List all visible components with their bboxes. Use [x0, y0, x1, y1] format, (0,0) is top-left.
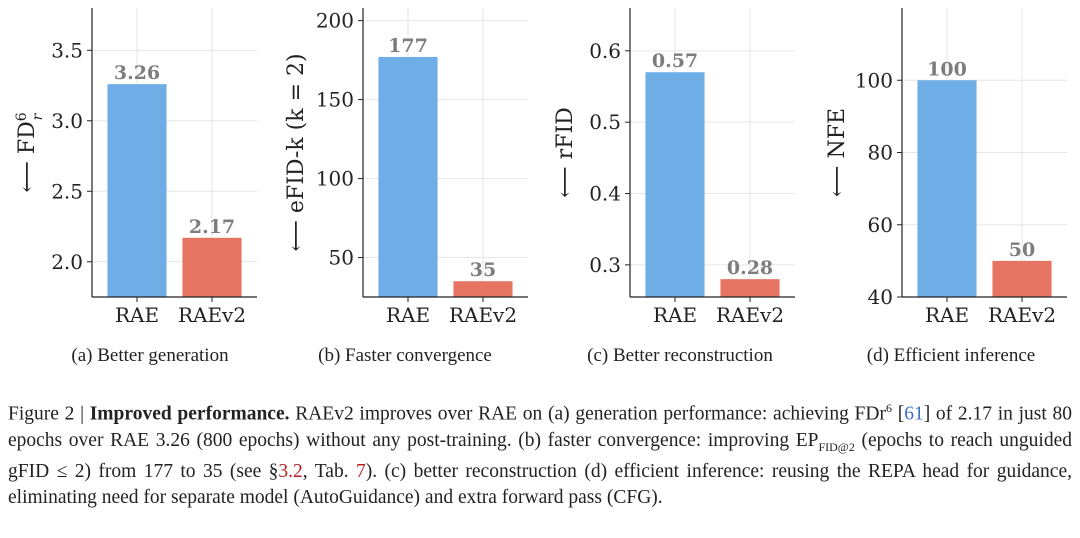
y-tick-label: 100 [855, 68, 893, 92]
data-label: 3.26 [114, 62, 160, 84]
y-axis-label: ⟵ FD6r [14, 112, 46, 192]
y-axis-label: ⟵ rFID [553, 107, 578, 198]
bar-raev2 [720, 279, 780, 297]
data-label: 50 [1009, 239, 1035, 261]
bar-rae [378, 56, 438, 297]
data-label: 177 [388, 35, 428, 57]
table-link[interactable]: 7 [355, 461, 366, 483]
y-tick-label: 80 [868, 141, 893, 165]
data-label: 100 [927, 58, 967, 80]
subcaption-a: (a) Better generation [71, 345, 229, 366]
y-tick-label: 2.5 [51, 179, 83, 203]
section-link[interactable]: 3.2 [278, 461, 303, 483]
y-axis-label: ⟵ NFE [825, 108, 850, 197]
bar-charts: 2.0 2.5 3.0 3.5 3.26 RAE 2.17 RAEv2 ⟵ FD6r 50 100 1… [14, 8, 1067, 327]
x-tick-label: RAE [386, 303, 430, 327]
bar-rae [917, 80, 977, 297]
caption-text: ] of 2.17 in just 80 epochs over RAE 3.2… [8, 403, 1072, 451]
y-axis-label: ⟵ eFID-k (k = 2) [284, 53, 309, 251]
y-tick-label: 3.0 [51, 109, 83, 133]
bar-rae [107, 84, 167, 297]
x-tick-label: RAEv2 [449, 303, 517, 327]
figure-label: Figure 2 | [8, 403, 90, 425]
y-tick-label: 200 [316, 9, 354, 33]
citation-link[interactable]: 61 [904, 403, 924, 425]
y-tick-label: 40 [868, 285, 893, 309]
caption-text: RAEv2 improves over RAE on (a) generatio… [289, 403, 886, 425]
y-tick-label: 0.5 [589, 110, 621, 134]
y-axis-label-sup: 6 [14, 112, 30, 121]
bar-rae [645, 72, 705, 297]
y-tick-label: 60 [868, 213, 893, 237]
data-label: 0.57 [652, 50, 698, 72]
chart-panel-3: 40 60 80 100 100 RAE 50 RAEv2 ⟵ NFE [825, 8, 1067, 327]
caption-title: Improved performance. [89, 403, 290, 425]
y-tick-label: 2.0 [51, 250, 83, 274]
y-tick-label: 100 [316, 167, 354, 191]
data-label: 0.28 [727, 257, 773, 279]
chart-panel-1: 50 100 150 200 177 RAE 35 RAEv2 ⟵ eFID-k (k = 2) [284, 8, 528, 327]
x-tick-label: RAEv2 [178, 303, 246, 327]
y-axis-label-sub: r [30, 112, 46, 120]
data-label: 35 [470, 259, 496, 281]
caption-text: , Tab. [302, 461, 356, 483]
bar-raev2 [453, 281, 513, 297]
figure-caption: Figure 2 | Improved performance. RAEv2 i… [8, 395, 1072, 511]
x-tick-label: RAEv2 [716, 303, 784, 327]
y-tick-label: 0.3 [589, 253, 621, 277]
bar-raev2 [182, 237, 242, 297]
bar-raev2 [992, 260, 1052, 297]
caption-sup: 6 [885, 401, 892, 415]
chart-panel-2: 0.3 0.4 0.5 0.6 0.57 RAE 0.28 RAEv2 ⟵ rFID [553, 8, 795, 327]
x-tick-label: RAE [653, 303, 697, 327]
caption-text: (epochs to reach unguided gFID ≤ 2) from… [8, 429, 1072, 483]
caption-sub: FID@2 [818, 439, 855, 454]
y-tick-label: 3.5 [51, 38, 83, 62]
y-tick-label: 50 [329, 246, 354, 270]
y-tick-label: 150 [316, 88, 354, 112]
caption-text: ). (c) better reconstruction (d) efficie… [8, 461, 1072, 509]
subcaption-d: (d) Efficient inference [866, 345, 1036, 366]
x-tick-label: RAE [115, 303, 159, 327]
caption-text: [ [891, 403, 905, 425]
subcaption-c: (c) Better reconstruction [587, 345, 773, 366]
x-tick-label: RAEv2 [988, 303, 1056, 327]
chart-panel-0: 2.0 2.5 3.0 3.5 3.26 RAE 2.17 RAEv2 ⟵ FD6r [14, 8, 257, 327]
subcaption-b: (b) Faster convergence [318, 345, 492, 366]
data-label: 2.17 [189, 216, 235, 238]
x-tick-label: RAE [925, 303, 969, 327]
y-tick-label: 0.4 [589, 182, 621, 206]
y-tick-label: 0.6 [589, 39, 621, 63]
